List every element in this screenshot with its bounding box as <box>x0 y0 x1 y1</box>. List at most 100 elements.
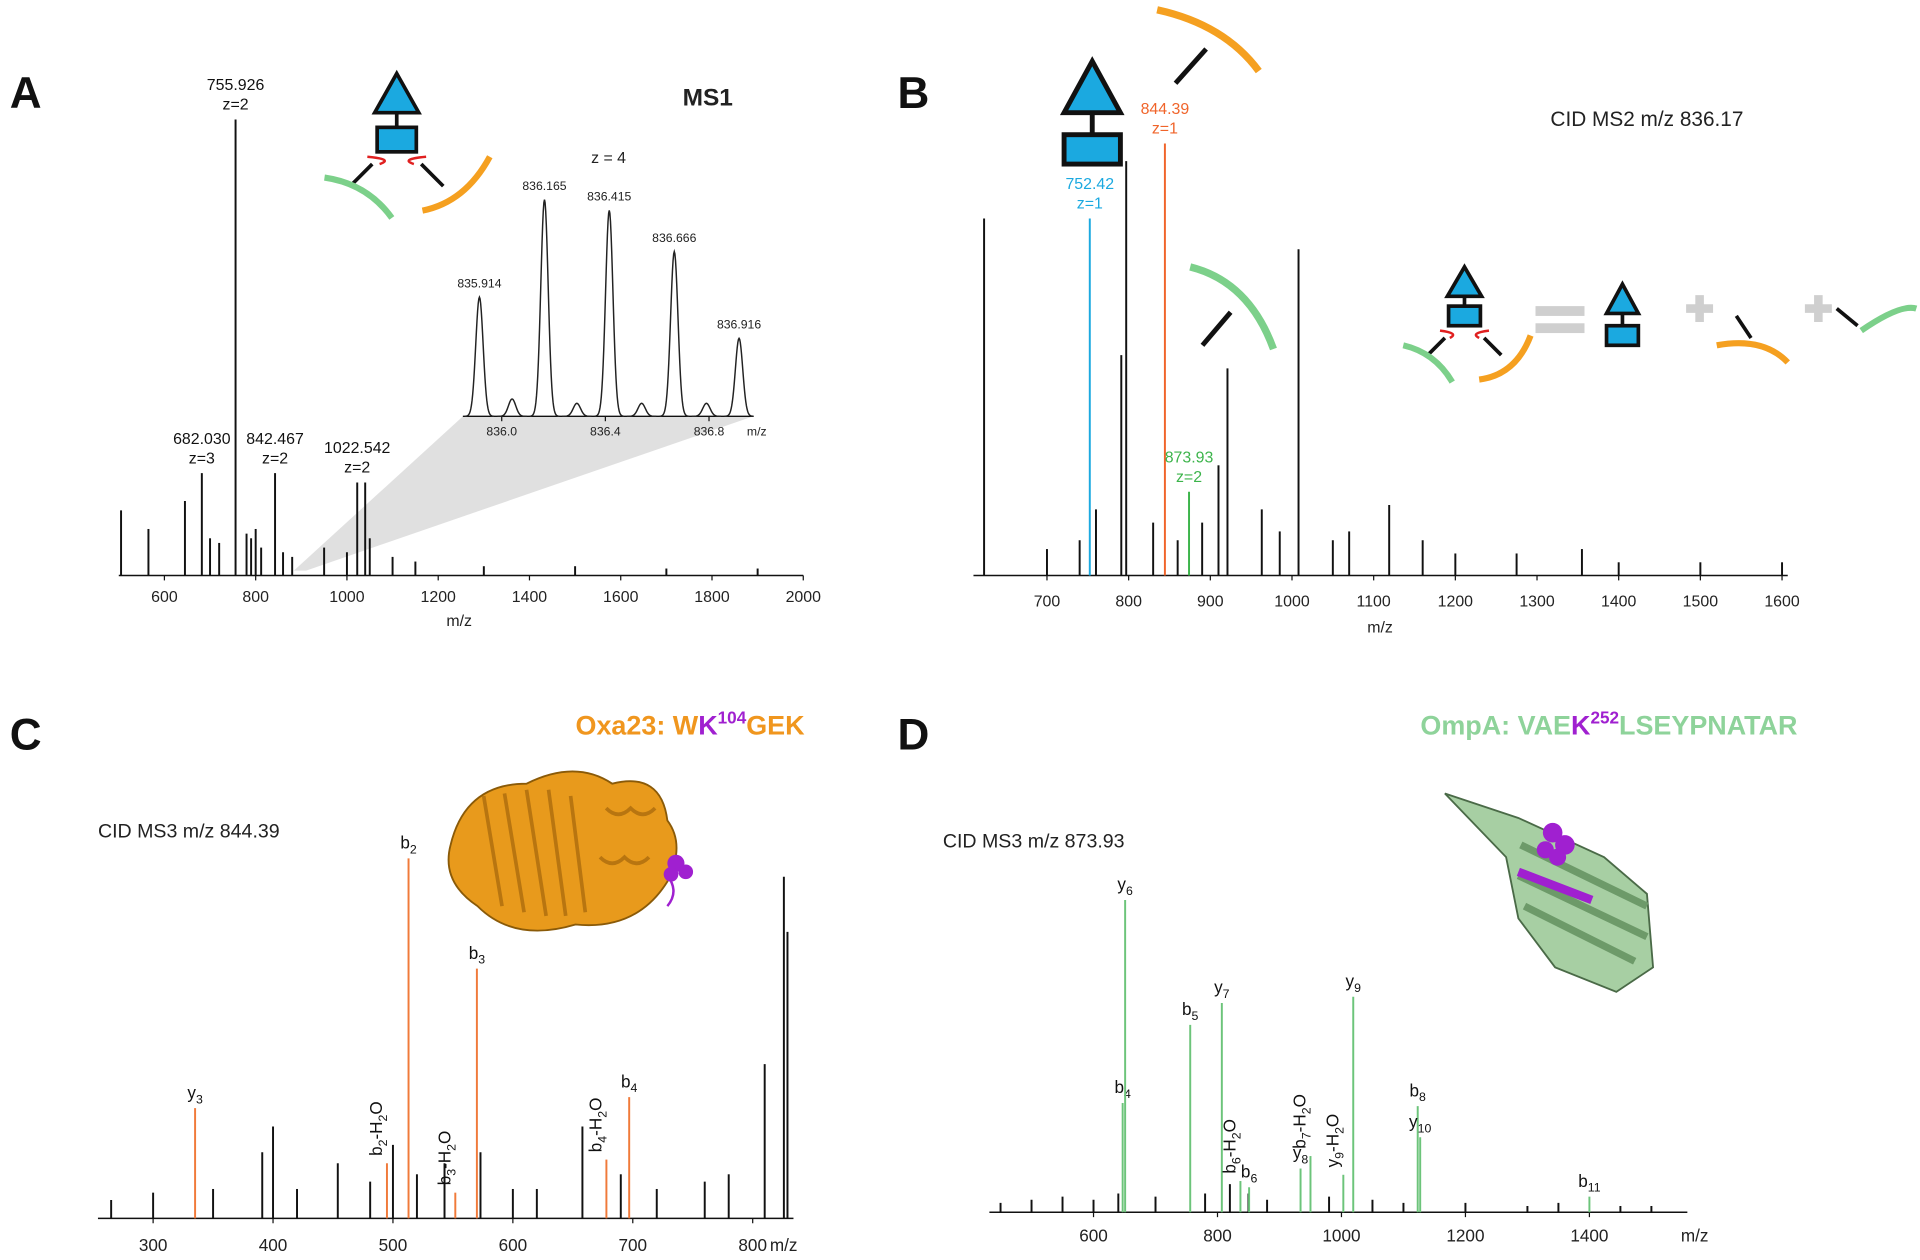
peak-label: b8 <box>1410 1080 1427 1104</box>
annotation: CID MS3 m/z 844.39 <box>98 821 280 843</box>
peak <box>464 295 495 418</box>
panel-letter: B <box>898 69 930 118</box>
peak-label: 836.916 <box>717 318 761 332</box>
x-tick-label: 836.0 <box>486 424 517 438</box>
title-part: GEK <box>746 711 805 741</box>
x-tick-label: 1200 <box>1446 1225 1484 1245</box>
protein-structure-c <box>447 770 694 932</box>
x-tick-label: 800 <box>738 1235 767 1255</box>
charge-label: z=1 <box>1152 121 1178 138</box>
x-tick-label: 1600 <box>1764 594 1800 611</box>
x-axis-label: m/z <box>747 424 767 438</box>
title-part: LSEYPNATAR <box>1619 711 1798 741</box>
peak-label: y10 <box>1409 1112 1431 1136</box>
x-tick-label: 1200 <box>421 589 457 606</box>
peak-label: y9 <box>1346 971 1362 995</box>
x-axis-label: m/z <box>770 1235 798 1255</box>
peak-label: b2 <box>400 833 417 857</box>
title-part: Oxa23: W <box>576 711 699 741</box>
panel-letter: C <box>10 710 42 759</box>
x-tick-label: 400 <box>259 1235 288 1255</box>
peak-label: b3-H2O <box>434 1131 458 1186</box>
x-axis-label: m/z <box>1681 1225 1709 1245</box>
peak-label: b4 <box>1114 1077 1131 1101</box>
peak <box>724 336 754 418</box>
charge-label: z=2 <box>1176 469 1202 486</box>
peak-label: y6 <box>1117 874 1133 898</box>
x-tick-label: 300 <box>139 1235 168 1255</box>
x-tick-label: 1000 <box>1322 1225 1360 1245</box>
peak-label: 836.165 <box>522 179 566 193</box>
peak-label: 835.914 <box>457 276 501 290</box>
title-part: 252 <box>1590 708 1619 728</box>
zoom-wedge <box>293 416 754 571</box>
peak <box>497 398 527 418</box>
charge-label: z=2 <box>262 450 288 467</box>
equation-diagram <box>1402 263 1918 384</box>
x-tick-label: 800 <box>242 589 269 606</box>
title-part: OmpA: VAE <box>1420 711 1571 741</box>
x-tick-label: 836.8 <box>694 424 725 438</box>
x-tick-label: 900 <box>1197 594 1224 611</box>
x-tick-label: 600 <box>499 1235 528 1255</box>
x-tick-label: 600 <box>1079 1225 1108 1245</box>
peak-label: y7 <box>1214 977 1230 1001</box>
peak <box>594 210 625 417</box>
x-tick-label: 836.4 <box>590 424 621 438</box>
x-tick-label: 1800 <box>694 589 730 606</box>
peak-label: b4 <box>621 1071 638 1095</box>
annotation: CID MS3 m/z 873.93 <box>943 830 1125 852</box>
x-tick-label: 1600 <box>603 589 639 606</box>
peak-label: 842.467 <box>246 431 304 448</box>
peak-label: b3 <box>469 943 486 967</box>
x-tick-label: 1500 <box>1683 594 1719 611</box>
annotation: CID MS2 m/z 836.17 <box>1550 108 1743 131</box>
x-axis-label: m/z <box>446 613 472 630</box>
x-tick-label: 2000 <box>786 589 822 606</box>
x-tick-label: 1100 <box>1357 594 1391 611</box>
peak-label: y8 <box>1293 1143 1309 1167</box>
charge-label: z=3 <box>189 450 215 467</box>
peak-label: 682.030 <box>173 431 231 448</box>
panel-letter: D <box>898 710 930 759</box>
peak-label: b2-H2O <box>366 1101 390 1156</box>
peak-label: 844.39 <box>1141 101 1190 118</box>
charge-label: z=1 <box>1077 196 1103 213</box>
charge-label: z=2 <box>344 460 370 477</box>
peak-label: b5 <box>1182 999 1199 1023</box>
peak-label: 752.42 <box>1065 176 1114 193</box>
peak-label: 1022.542 <box>324 440 390 457</box>
peak <box>562 402 592 418</box>
panel-letter: A <box>10 69 42 118</box>
title-part: K <box>1571 711 1591 741</box>
x-tick-label: 600 <box>151 589 178 606</box>
peak-label: b11 <box>1578 1171 1600 1195</box>
peak-label: b4-H2O <box>586 1098 610 1153</box>
x-tick-label: 1000 <box>1274 594 1310 611</box>
glycan-icon-a <box>324 69 493 220</box>
peak <box>659 248 690 417</box>
x-tick-label: 700 <box>618 1235 647 1255</box>
panel-title: Oxa23: WK104GEK <box>576 708 806 741</box>
x-tick-label: 800 <box>1203 1225 1232 1245</box>
x-tick-label: 1300 <box>1519 594 1555 611</box>
annotation: z = 4 <box>591 150 626 167</box>
peak-label: b6 <box>1241 1161 1258 1185</box>
peak <box>691 402 722 418</box>
peak-label: 836.666 <box>652 231 696 245</box>
x-tick-label: 1400 <box>512 589 548 606</box>
x-tick-label: 1000 <box>329 589 365 606</box>
x-tick-label: 1400 <box>1601 594 1637 611</box>
glycan-icon-b <box>1059 6 1277 351</box>
peak-label: 755.926 <box>207 77 265 94</box>
charge-label: z=2 <box>223 97 249 114</box>
title-part: 104 <box>718 708 747 728</box>
x-axis-label: m/z <box>1367 619 1393 636</box>
x-tick-label: 800 <box>1115 594 1142 611</box>
peak <box>529 199 560 417</box>
panel-title: OmpA: VAEK252LSEYPNATAR <box>1420 708 1797 741</box>
annotation: MS1 <box>683 84 733 111</box>
peak-label: y3 <box>187 1082 203 1106</box>
